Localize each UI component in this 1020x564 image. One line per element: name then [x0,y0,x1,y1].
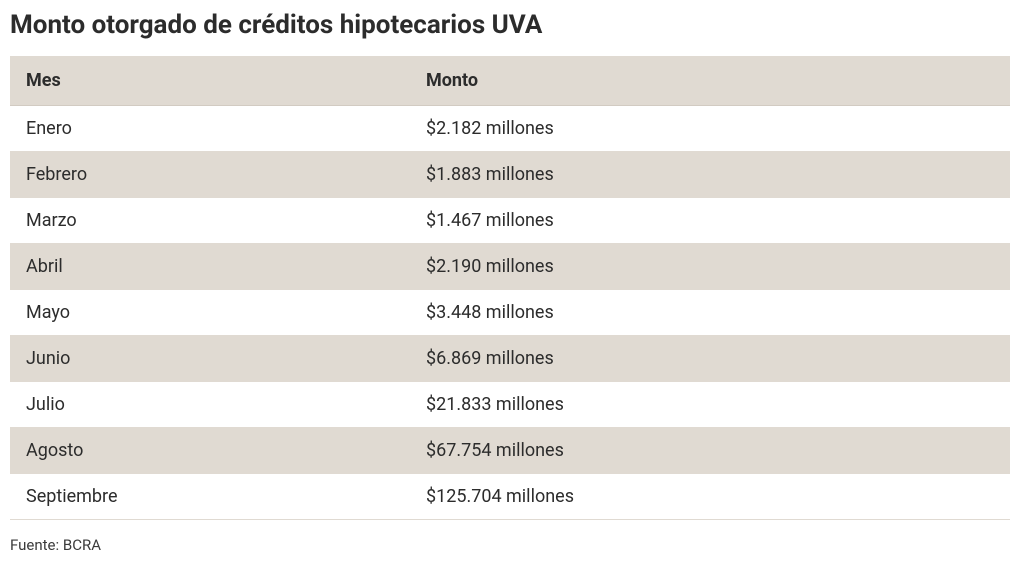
cell-mes: Marzo [10,198,410,244]
table-row: Enero $2.182 millones [10,106,1010,152]
table-row: Marzo $1.467 millones [10,198,1010,244]
table-row: Abril $2.190 millones [10,244,1010,290]
table-header-mes: Mes [10,56,410,106]
cell-mes: Febrero [10,152,410,198]
cell-monto: $21.833 millones [410,382,1010,428]
source-label: Fuente: BCRA [10,536,1010,554]
table-row: Julio $21.833 millones [10,382,1010,428]
page-title: Monto otorgado de créditos hipotecarios … [10,10,1010,40]
cell-mes: Junio [10,336,410,382]
cell-mes: Agosto [10,428,410,474]
cell-mes: Mayo [10,290,410,336]
cell-monto: $2.182 millones [410,106,1010,152]
cell-mes: Julio [10,382,410,428]
table-header-monto: Monto [410,56,1010,106]
table-row: Septiembre $125.704 millones [10,474,1010,520]
cell-monto: $125.704 millones [410,474,1010,520]
cell-mes: Septiembre [10,474,410,520]
cell-monto: $1.883 millones [410,152,1010,198]
table-row: Agosto $67.754 millones [10,428,1010,474]
cell-monto: $6.869 millones [410,336,1010,382]
cell-mes: Abril [10,244,410,290]
cell-mes: Enero [10,106,410,152]
cell-monto: $3.448 millones [410,290,1010,336]
cell-monto: $1.467 millones [410,198,1010,244]
cell-monto: $67.754 millones [410,428,1010,474]
table-row: Junio $6.869 millones [10,336,1010,382]
table-row: Febrero $1.883 millones [10,152,1010,198]
table-row: Mayo $3.448 millones [10,290,1010,336]
cell-monto: $2.190 millones [410,244,1010,290]
data-table: Mes Monto Enero $2.182 millones Febrero … [10,56,1010,520]
table-header-row: Mes Monto [10,56,1010,106]
